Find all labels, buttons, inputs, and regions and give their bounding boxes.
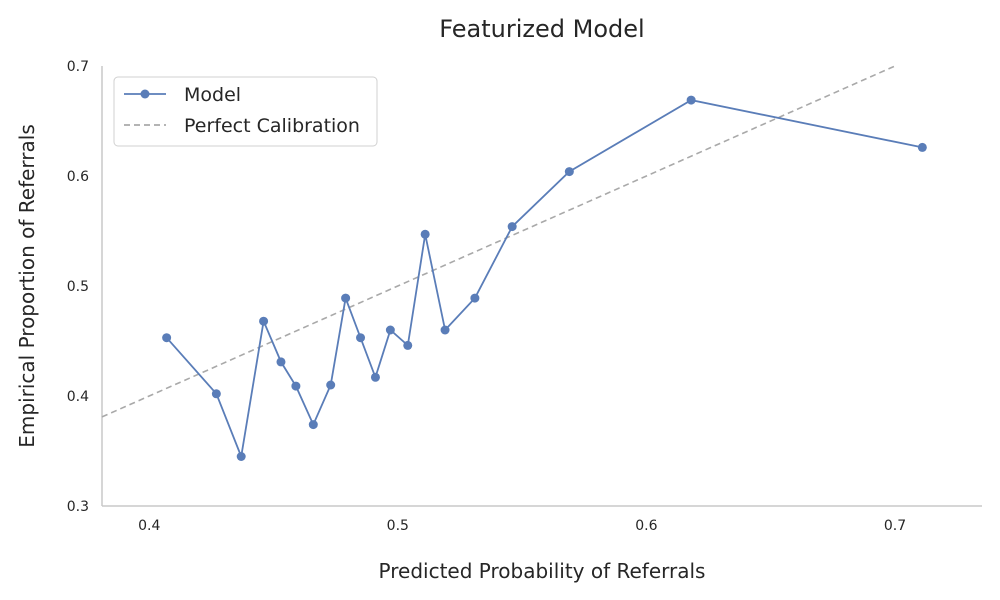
chart-title: Featurized Model [439, 15, 644, 43]
y-axis-label: Empirical Proportion of Referrals [15, 124, 39, 447]
model-data-point [420, 229, 430, 239]
model-data-point [686, 95, 696, 105]
y-tick-labels: 0.3 0.4 0.5 0.6 0.7 [67, 59, 89, 515]
model-data-point [470, 293, 480, 303]
model-data-point [162, 333, 172, 343]
model-data-point [564, 167, 574, 177]
model-data-point [917, 142, 927, 152]
model-data-point [370, 372, 380, 382]
plot-area: 0.4 0.5 0.6 0.7 0.3 0.4 0.5 0.6 0.7 [67, 59, 982, 534]
model-data-point [507, 222, 517, 232]
y-tick-label: 0.7 [67, 59, 89, 75]
model-data-point [385, 325, 395, 335]
legend-model-label: Model [184, 84, 241, 106]
legend-calibration-label: Perfect Calibration [184, 115, 360, 137]
x-tick-label: 0.4 [138, 518, 160, 534]
y-tick-label: 0.4 [67, 389, 89, 405]
x-axis-label: Predicted Probability of Referrals [379, 559, 706, 583]
model-data-point [276, 357, 286, 367]
y-tick-label: 0.5 [67, 279, 89, 295]
model-data-point [308, 420, 318, 430]
x-tick-label: 0.7 [884, 518, 906, 534]
x-tick-label: 0.6 [635, 518, 657, 534]
model-data-point [211, 389, 221, 399]
model-series-line [165, 99, 923, 460]
model-data-point [403, 340, 413, 350]
legend-model-swatch-marker [140, 89, 150, 99]
model-data-point [291, 381, 301, 391]
model-data-point [440, 325, 450, 335]
legend: Model Perfect Calibration [113, 76, 378, 147]
model-line-group [165, 99, 923, 460]
model-data-point [326, 380, 336, 390]
model-data-point [236, 452, 246, 461]
y-tick-label: 0.6 [67, 169, 89, 185]
model-data-point [341, 293, 351, 303]
model-data-point [356, 333, 366, 343]
perfect-calibration-line-group [101, 65, 896, 418]
x-tick-labels: 0.4 0.5 0.6 0.7 [138, 518, 906, 534]
x-tick-label: 0.5 [387, 518, 409, 534]
perfect-calibration-line [101, 65, 896, 418]
legend-box [113, 76, 378, 147]
y-tick-label: 0.3 [67, 499, 89, 515]
model-points-group [162, 95, 927, 461]
model-data-point [259, 316, 269, 326]
